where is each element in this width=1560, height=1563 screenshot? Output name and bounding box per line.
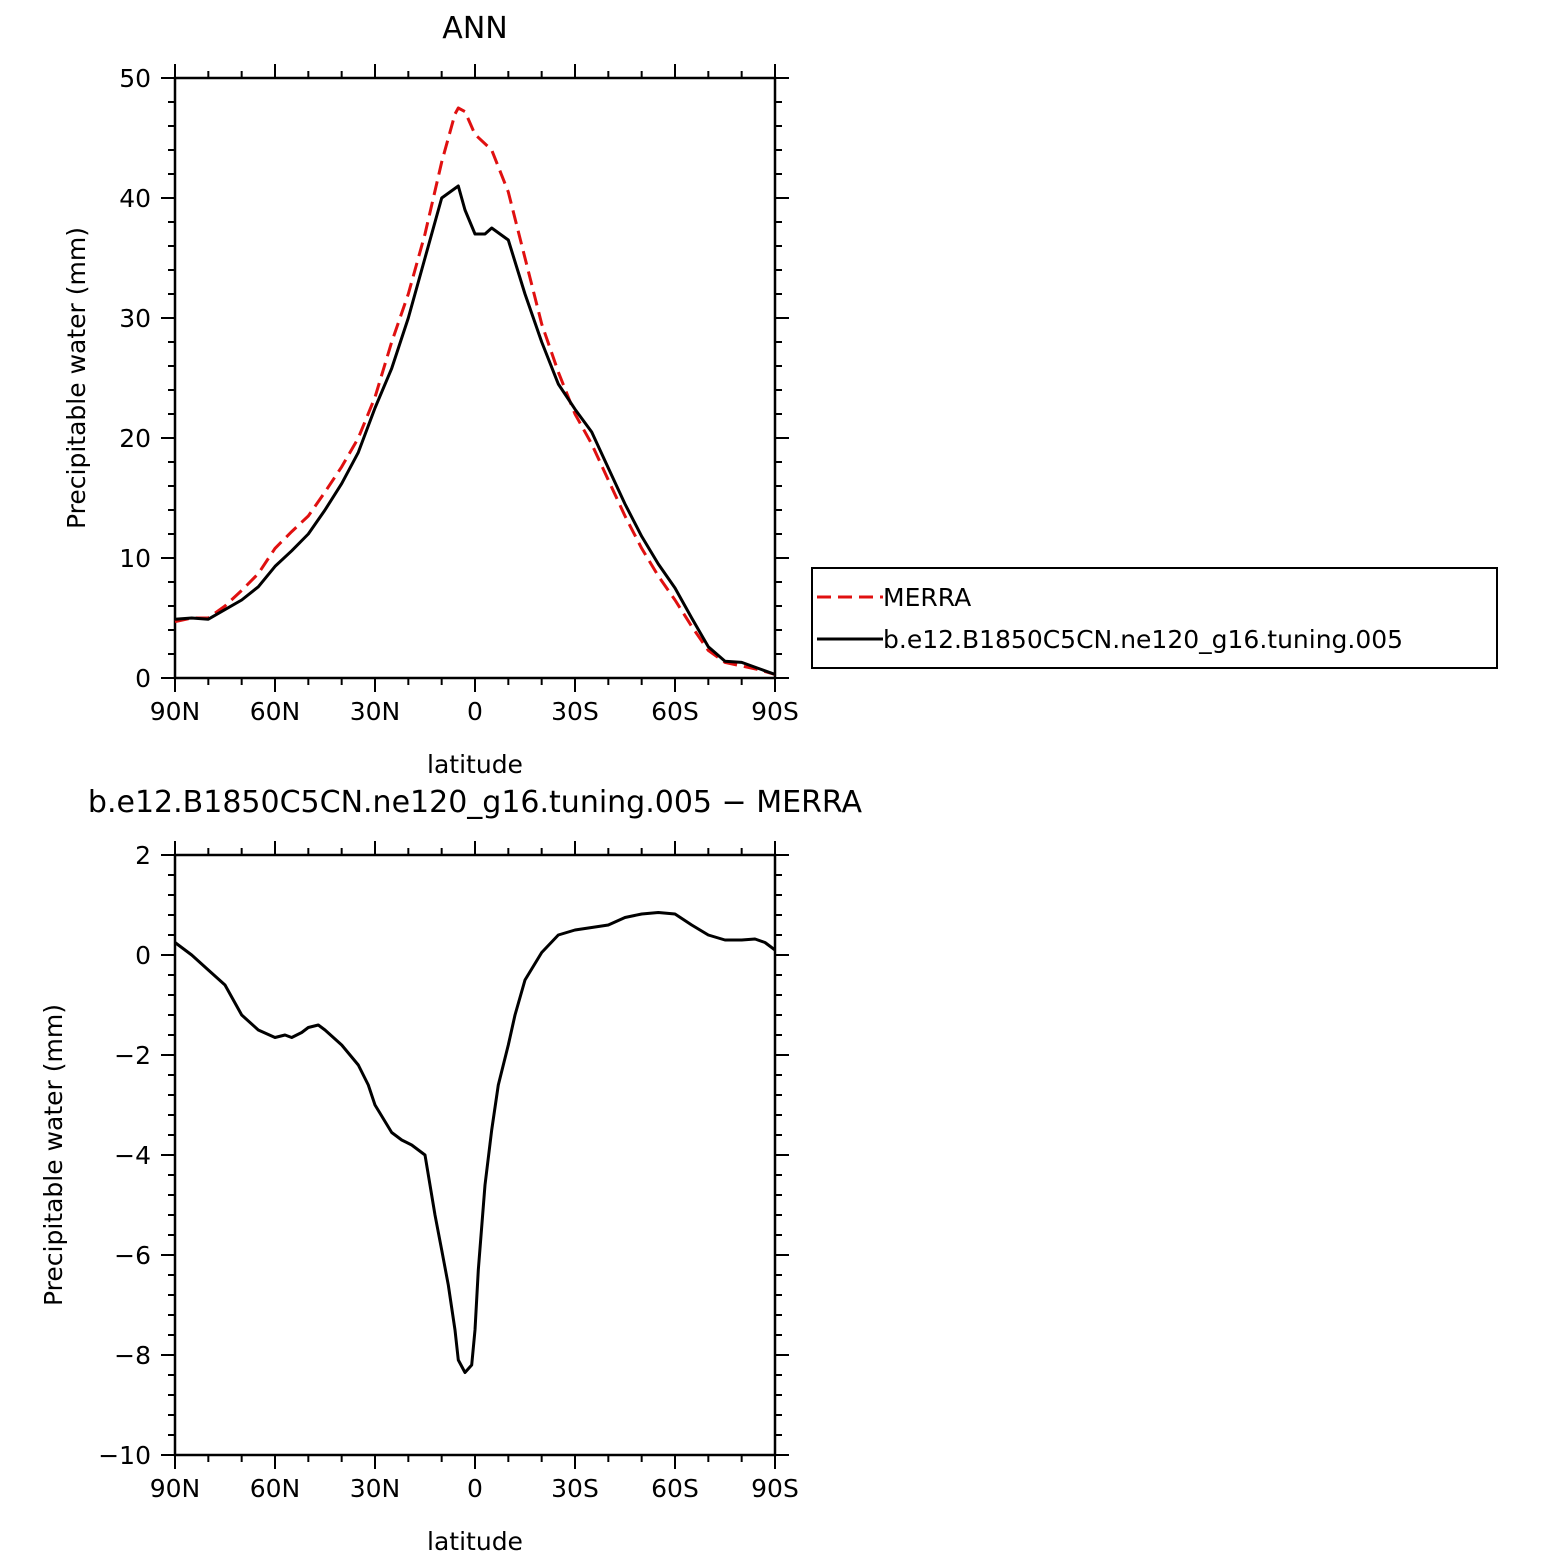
y-tick-label: −2: [114, 1041, 151, 1070]
y-tick-label: 20: [119, 424, 151, 453]
top-panel: ANN 90N 60N 30N 0 30S 60S 90S 0 10 20 30 40 50 latitud…: [62, 11, 799, 779]
y-tick-label: 0: [135, 664, 151, 693]
series-line-2: [174, 184, 776, 676]
x-axis-label: latitude: [427, 1527, 523, 1556]
y-tick-label: −8: [114, 1341, 151, 1370]
y-tick-label: 40: [119, 184, 151, 213]
legend-label-1: MERRA: [883, 583, 971, 612]
chart-title: b.e12.B1850C5CN.ne120_g16.tuning.005 − M…: [88, 785, 863, 820]
legend-label-2: b.e12.B1850C5CN.ne120_g16.tuning.005: [883, 625, 1403, 654]
y-tick-label: 30: [119, 304, 151, 333]
bottom-panel: b.e12.B1850C5CN.ne120_g16.tuning.005 − M…: [39, 785, 863, 1556]
legend-box: [811, 567, 1498, 669]
x-tick-label: 60S: [651, 1474, 699, 1503]
y-tick-label: −6: [114, 1241, 151, 1270]
x-tick-label: 90N: [150, 697, 201, 726]
x-tick-label: 60N: [250, 1474, 301, 1503]
x-tick-label: 90S: [751, 1474, 799, 1503]
legend: MERRA b.e12.B1850C5CN.ne120_g16.tuning.00…: [811, 567, 1498, 669]
y-tick-label: −4: [114, 1141, 151, 1170]
y-axis-label: Precipitable water (mm): [62, 227, 91, 529]
x-tick-label: 30S: [551, 697, 599, 726]
x-tick-label: 90N: [150, 1474, 201, 1503]
chart-title: ANN: [442, 11, 507, 46]
x-tick-label: 60N: [250, 697, 301, 726]
y-tick-label: 10: [119, 544, 151, 573]
x-tick-label: 30N: [350, 1474, 401, 1503]
plot-frame: [173, 76, 777, 680]
plot-frame: [173, 853, 777, 1457]
x-tick-label: 0: [467, 1474, 483, 1503]
y-tick-label: 2: [135, 841, 151, 870]
x-tick-label: 30N: [350, 697, 401, 726]
y-axis-label: Precipitable water (mm): [39, 1004, 68, 1306]
x-tick-label: 0: [467, 697, 483, 726]
x-tick-label: 60S: [651, 697, 699, 726]
x-axis-label: latitude: [427, 750, 523, 779]
x-tick-label: 30S: [551, 1474, 599, 1503]
series-line-1: [174, 106, 776, 676]
y-tick-label: 50: [119, 64, 151, 93]
y-tick-label: −10: [98, 1441, 151, 1470]
y-tick-label: 0: [135, 941, 151, 970]
series-line-1: [174, 911, 776, 1374]
x-tick-label: 90S: [751, 697, 799, 726]
